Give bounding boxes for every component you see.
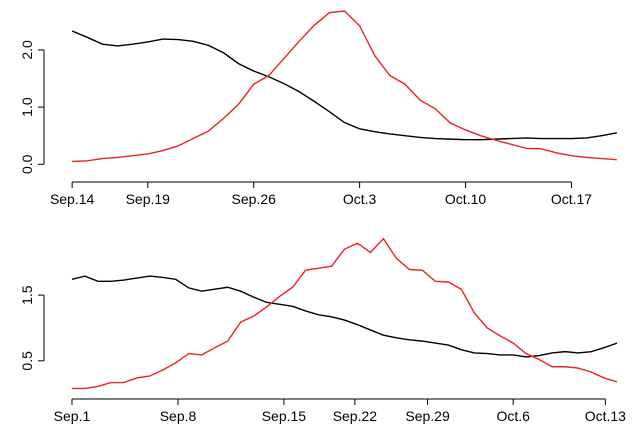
- y-tick-label: 1.5: [19, 285, 35, 305]
- x-tick-label: Sep.19: [126, 191, 171, 207]
- x-tick-label: Oct.17: [551, 191, 592, 207]
- data-line: [71, 30, 618, 141]
- data-line: [72, 10, 617, 163]
- x-tick-label: Oct.6: [496, 408, 530, 424]
- x-tick-label: Sep.8: [160, 408, 197, 424]
- x-tick-label: Oct.10: [445, 191, 486, 207]
- data-line: [71, 275, 618, 358]
- x-tick-label: Sep.1: [54, 408, 91, 424]
- y-tick-label: 0.5: [19, 351, 35, 371]
- y-tick-label: 1.0: [19, 97, 35, 117]
- x-tick-label: Sep.29: [405, 408, 450, 424]
- data-line: [71, 237, 618, 390]
- x-tick-label: Sep.14: [50, 191, 95, 207]
- x-tick-label: Sep.22: [333, 408, 378, 424]
- y-tick-label: 2.0: [19, 40, 35, 60]
- x-tick-label: Oct.3: [343, 191, 377, 207]
- x-tick-label: Sep.26: [232, 191, 277, 207]
- y-tick-label: 0.0: [19, 154, 35, 174]
- x-tick-label: Sep.15: [262, 408, 307, 424]
- x-tick-label: Oct.13: [585, 408, 626, 424]
